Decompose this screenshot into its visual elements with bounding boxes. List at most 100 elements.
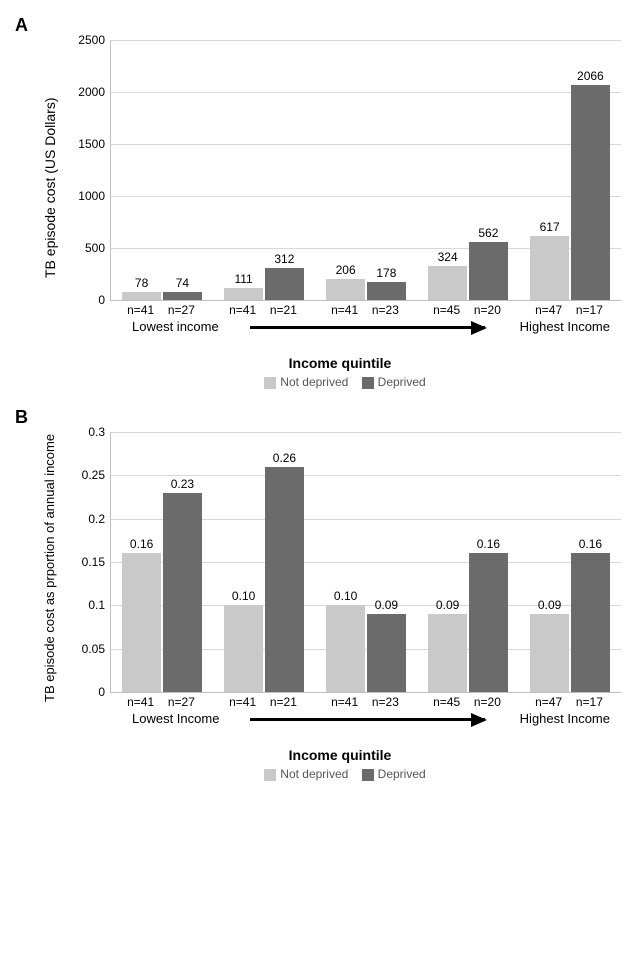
legend-swatch-deprived	[362, 769, 374, 781]
bar-deprived: 74	[163, 292, 202, 300]
x-tick-label: n=20	[474, 695, 501, 709]
y-tick-label: 2000	[63, 85, 105, 99]
legend-swatch-deprived	[362, 377, 374, 389]
panel-a-xticks: n=41n=27n=41n=21n=41n=23n=45n=20n=47n=17	[110, 301, 620, 319]
gridline	[111, 196, 621, 197]
highest-income-label: Highest Income	[520, 319, 610, 334]
x-tick-label: n=41	[229, 695, 256, 709]
legend-label-not-deprived: Not deprived	[280, 767, 348, 781]
highest-income-label: Highest Income	[520, 711, 610, 726]
x-tick-label: n=27	[168, 695, 195, 709]
panel-a-ylabel: TB episode cost (US Dollars)	[42, 97, 58, 278]
bar-value-label: 178	[376, 266, 396, 280]
panel-b-plot: 00.050.10.150.20.250.30.160.230.100.260.…	[110, 432, 621, 693]
x-tick-label: n=23	[372, 695, 399, 709]
gridline	[111, 432, 621, 433]
bar-value-label: 111	[234, 272, 252, 286]
bar-deprived: 0.09	[367, 614, 406, 692]
gridline	[111, 92, 621, 93]
legend-label-not-deprived: Not deprived	[280, 375, 348, 389]
bar-deprived: 0.23	[163, 493, 202, 692]
bar-not-deprived: 0.10	[326, 605, 365, 692]
bar-value-label: 617	[540, 220, 560, 234]
panel-b-xtitle: Income quintile	[70, 747, 610, 763]
bar-value-label: 0.16	[579, 537, 602, 551]
bar-not-deprived: 111	[224, 288, 263, 300]
y-tick-label: 1000	[63, 189, 105, 203]
bar-value-label: 0.16	[130, 537, 153, 551]
bar-deprived: 2066	[571, 85, 610, 300]
bar-value-label: 0.16	[477, 537, 500, 551]
bar-deprived: 312	[265, 268, 304, 300]
gridline	[111, 144, 621, 145]
bar-value-label: 0.09	[375, 598, 398, 612]
legend-label-deprived: Deprived	[378, 375, 426, 389]
x-tick-label: n=47	[535, 303, 562, 317]
x-tick-label: n=21	[270, 695, 297, 709]
panel-a-chart: TB episode cost (US Dollars) 05001000150…	[70, 40, 610, 389]
panel-b-axis-annot: Lowest Income Highest Income	[110, 711, 620, 741]
bar-not-deprived: 617	[530, 236, 569, 300]
bar-value-label: 74	[176, 276, 189, 290]
legend-swatch-not-deprived	[264, 769, 276, 781]
panel-b-xticks: n=41 n=27 n=41 n=21 n=41 n=23 n=45 n=20 n=47 n=17	[110, 693, 620, 711]
x-tick-label: n=27	[168, 303, 195, 317]
bar-deprived: 0.16	[571, 553, 610, 692]
bar-value-label: 324	[438, 250, 458, 264]
y-tick-label: 0.3	[63, 425, 105, 439]
x-tick-label: n=41	[331, 695, 358, 709]
gridline	[111, 40, 621, 41]
bar-value-label: 2066	[577, 69, 604, 83]
panel-a-plot: 0500100015002000250078741113122061783245…	[110, 40, 621, 301]
panel-a-axis-annot: Lowest income Highest Income	[110, 319, 620, 349]
arrow-icon	[250, 718, 485, 721]
bar-not-deprived: 78	[122, 292, 161, 300]
x-tick-label: n=41	[229, 303, 256, 317]
x-tick-label: n=41	[331, 303, 358, 317]
panel-a-xtitle: Income quintile	[70, 355, 610, 371]
bar-not-deprived: 0.16	[122, 553, 161, 692]
bar-value-label: 0.23	[171, 477, 194, 491]
y-tick-label: 1500	[63, 137, 105, 151]
y-tick-label: 2500	[63, 33, 105, 47]
y-tick-label: 0	[63, 293, 105, 307]
y-tick-label: 0.05	[63, 642, 105, 656]
bar-deprived: 0.16	[469, 553, 508, 692]
y-tick-label: 500	[63, 241, 105, 255]
x-tick-label: n=20	[474, 303, 501, 317]
x-tick-label: n=45	[433, 695, 460, 709]
bar-not-deprived: 0.10	[224, 605, 263, 692]
bar-value-label: 0.26	[273, 451, 296, 465]
x-tick-label: n=41	[127, 695, 154, 709]
bar-not-deprived: 324	[428, 266, 467, 300]
bar-deprived: 562	[469, 242, 508, 300]
panel-a-legend: Not deprived Deprived	[70, 375, 610, 389]
x-tick-label: n=17	[576, 303, 603, 317]
legend-label-deprived: Deprived	[378, 767, 426, 781]
lowest-income-label: Lowest Income	[132, 711, 219, 726]
bar-value-label: 0.09	[436, 598, 459, 612]
bar-not-deprived: 0.09	[428, 614, 467, 692]
panel-b-chart: TB episode cost as prportion of annual i…	[70, 432, 610, 781]
y-tick-label: 0.15	[63, 555, 105, 569]
x-tick-label: n=47	[535, 695, 562, 709]
y-tick-label: 0.1	[63, 598, 105, 612]
bar-value-label: 78	[135, 276, 148, 290]
y-tick-label: 0	[63, 685, 105, 699]
bar-value-label: 562	[478, 226, 498, 240]
y-tick-label: 0.25	[63, 468, 105, 482]
bar-deprived: 0.26	[265, 467, 304, 692]
legend-swatch-not-deprived	[264, 377, 276, 389]
bar-value-label: 312	[274, 252, 294, 266]
y-tick-label: 0.2	[63, 512, 105, 526]
bar-value-label: 0.10	[334, 589, 357, 603]
bar-value-label: 0.09	[538, 598, 561, 612]
bar-not-deprived: 0.09	[530, 614, 569, 692]
bar-value-label: 206	[336, 263, 356, 277]
x-tick-label: n=17	[576, 695, 603, 709]
arrow-icon	[250, 326, 485, 329]
x-tick-label: n=41	[127, 303, 154, 317]
bar-value-label: 0.10	[232, 589, 255, 603]
x-tick-label: n=21	[270, 303, 297, 317]
bar-not-deprived: 206	[326, 279, 365, 300]
